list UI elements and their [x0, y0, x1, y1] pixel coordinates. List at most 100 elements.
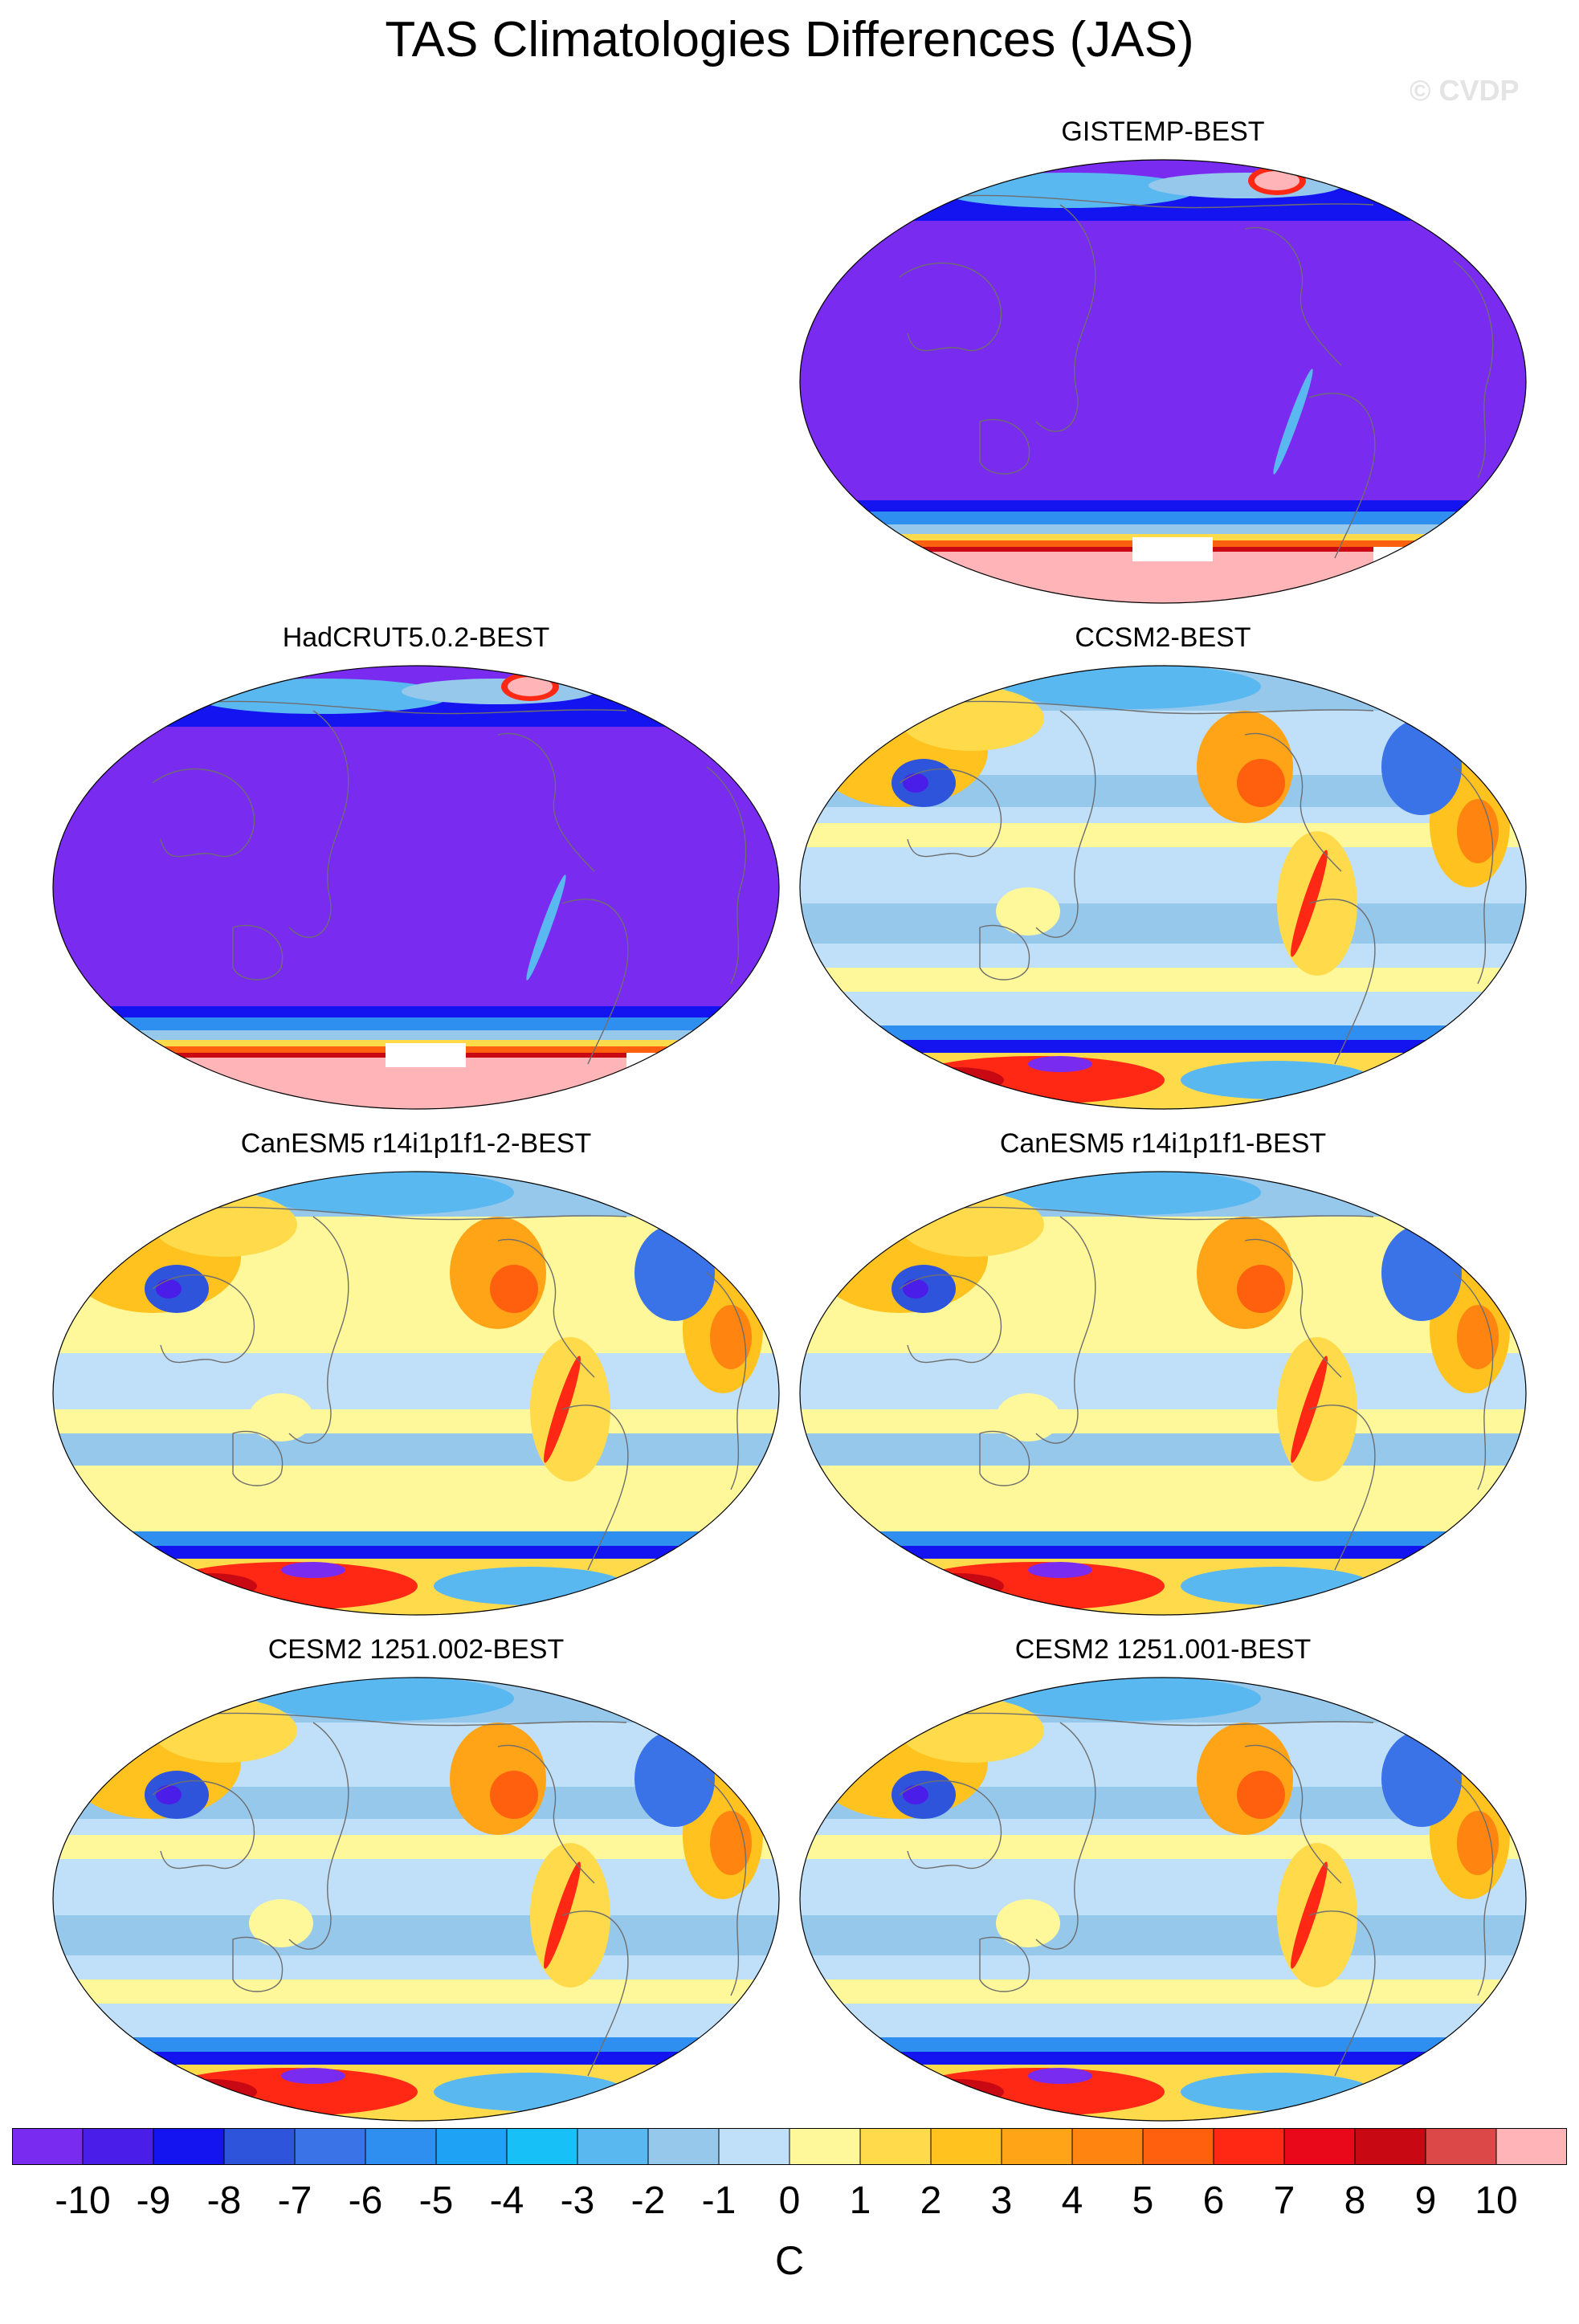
- map-border: [52, 1677, 780, 2122]
- tibet-cold-core: [903, 773, 928, 793]
- map-panel: CESM2 1251.002-BEST: [48, 1634, 784, 2124]
- africa-warm-core: [710, 1811, 752, 1875]
- coastline-outline: [288, 1216, 349, 1444]
- coastline-outline: [979, 418, 1030, 475]
- coastline-outline: [152, 768, 255, 858]
- map-field: [53, 666, 779, 1109]
- colorbar: [12, 2128, 1567, 2165]
- australia-warm-patch: [996, 1393, 1060, 1441]
- panel-title: CanESM5 r14i1p1f1-BEST: [999, 1128, 1327, 1159]
- colorbar-segment: [507, 2128, 578, 2165]
- antarctic-warm-core: [908, 2079, 1004, 2105]
- coastline-outline: [979, 1430, 1030, 1486]
- coastline-outline: [497, 1238, 595, 1378]
- coastline-outline: [1035, 1216, 1096, 1444]
- colorbar-frame: [12, 2128, 1567, 2165]
- colorbar-segment: [577, 2128, 649, 2165]
- colorbar-segment: [224, 2128, 296, 2165]
- colorbar-tick-label: -1: [701, 2179, 736, 2222]
- panel-title: GISTEMP-BEST: [1061, 116, 1265, 147]
- map-border: [799, 159, 1527, 604]
- map-border: [799, 1677, 1527, 2122]
- coastline-outline: [288, 1722, 349, 1950]
- southern-ocean-band: [800, 1433, 1526, 1466]
- coastline-outline: [561, 1910, 629, 2077]
- coastline-outline: [706, 1272, 747, 1490]
- colorbar-segment: [365, 2128, 437, 2165]
- map-border: [52, 665, 780, 1110]
- north-atlantic-cool-patch: [634, 1225, 715, 1321]
- map-field: [53, 1172, 779, 1615]
- north-atlantic-cool-patch: [1381, 719, 1462, 815]
- north-america-warm-core: [490, 1265, 538, 1313]
- coastline-outline: [1244, 1744, 1342, 1884]
- australia-warm-patch: [249, 1899, 313, 1947]
- arctic-cool-patch: [1004, 666, 1261, 709]
- southern-band: [53, 1030, 779, 1042]
- colorbar-segment: [1355, 2128, 1426, 2165]
- coastline-outline: [1244, 1238, 1342, 1378]
- map-panel: CCSM2-BEST: [795, 622, 1531, 1112]
- colorbar-tick-label: 6: [1202, 2179, 1225, 2222]
- colorbar-segment: [153, 2128, 225, 2165]
- colorbar-tick-label: -2: [630, 2179, 666, 2222]
- colorbar-tick-label: -8: [206, 2179, 242, 2222]
- subtropical-band: [800, 1353, 1526, 1409]
- southern-cold-band: [800, 1546, 1526, 1559]
- panel-title: HadCRUT5.0.2-BEST: [282, 622, 550, 653]
- antarctic-cool-patch: [434, 2073, 626, 2111]
- map-border: [799, 1171, 1527, 1616]
- panel-title: CESM2 1251.001-BEST: [1014, 1634, 1312, 1665]
- colorbar-tick-label: -4: [489, 2179, 524, 2222]
- siberia-warm-patch: [900, 1193, 1044, 1257]
- coastline-outline: [706, 766, 747, 985]
- south-america-warm-patch: [1277, 1843, 1357, 1988]
- southern-cold-band: [53, 2052, 779, 2065]
- colorbar-segment: [648, 2128, 720, 2165]
- coastline-outline: [288, 710, 349, 938]
- map-field: [800, 666, 1526, 1109]
- missing-data-patch: [1132, 537, 1213, 561]
- colorbar-tick-label: 2: [920, 2179, 942, 2222]
- north-america-warm-core: [1237, 759, 1285, 807]
- coastline-outline: [1308, 1910, 1376, 2077]
- siberia-warm-patch: [900, 1698, 1044, 1763]
- coastline-outline: [152, 1780, 255, 1869]
- missing-data-patch: [386, 1043, 466, 1067]
- colorbar-segment: [295, 2128, 366, 2165]
- colorbar-segment: [860, 2128, 932, 2165]
- colorbar-segment: [931, 2128, 1002, 2165]
- north-atlantic-cool-patch: [1381, 1731, 1462, 1827]
- antarctic-cool-patch: [1181, 1061, 1373, 1099]
- colorbar-tick-label: 8: [1344, 2179, 1366, 2222]
- colorbar-segment: [12, 2128, 84, 2165]
- southern-cold-band: [800, 1025, 1526, 1042]
- south-america-warm-patch: [530, 1337, 610, 1482]
- southern-ocean-band: [800, 968, 1526, 992]
- panel-title: CanESM5 r14i1p1f1-2-BEST: [240, 1128, 592, 1159]
- coastline-outline: [1308, 1405, 1376, 1571]
- map-field: [800, 1678, 1526, 2121]
- colorbar-tick-label: 5: [1132, 2179, 1154, 2222]
- tibet-cold-core: [903, 1785, 928, 1804]
- figure-title: TAS Climatologies Differences (JAS): [385, 12, 1194, 67]
- coastline-outline: [1244, 226, 1342, 366]
- antarctic-cold-core: [1028, 1056, 1092, 1072]
- andes-cool-streak: [526, 875, 566, 981]
- southern-band: [800, 512, 1526, 526]
- arctic-cool-patch: [402, 679, 594, 704]
- world-map: [799, 665, 1527, 1110]
- map-field: [800, 1172, 1526, 1615]
- map-panel: GISTEMP-BEST: [795, 116, 1531, 606]
- southern-cold-band: [800, 1040, 1526, 1053]
- greenland-warm-patch: [1255, 171, 1300, 190]
- coastline-outline: [561, 1405, 629, 1571]
- coastline-outline: [979, 1936, 1030, 1992]
- coastline-outline: [899, 768, 1002, 858]
- coastline-outline: [1244, 732, 1342, 872]
- colorbar-tick-label: 4: [1061, 2179, 1083, 2222]
- southern-band: [800, 500, 1526, 513]
- andes-cool-streak: [1273, 369, 1313, 475]
- antarctic-cold-core: [1028, 1562, 1092, 1578]
- southern-ocean-band: [53, 1915, 779, 1955]
